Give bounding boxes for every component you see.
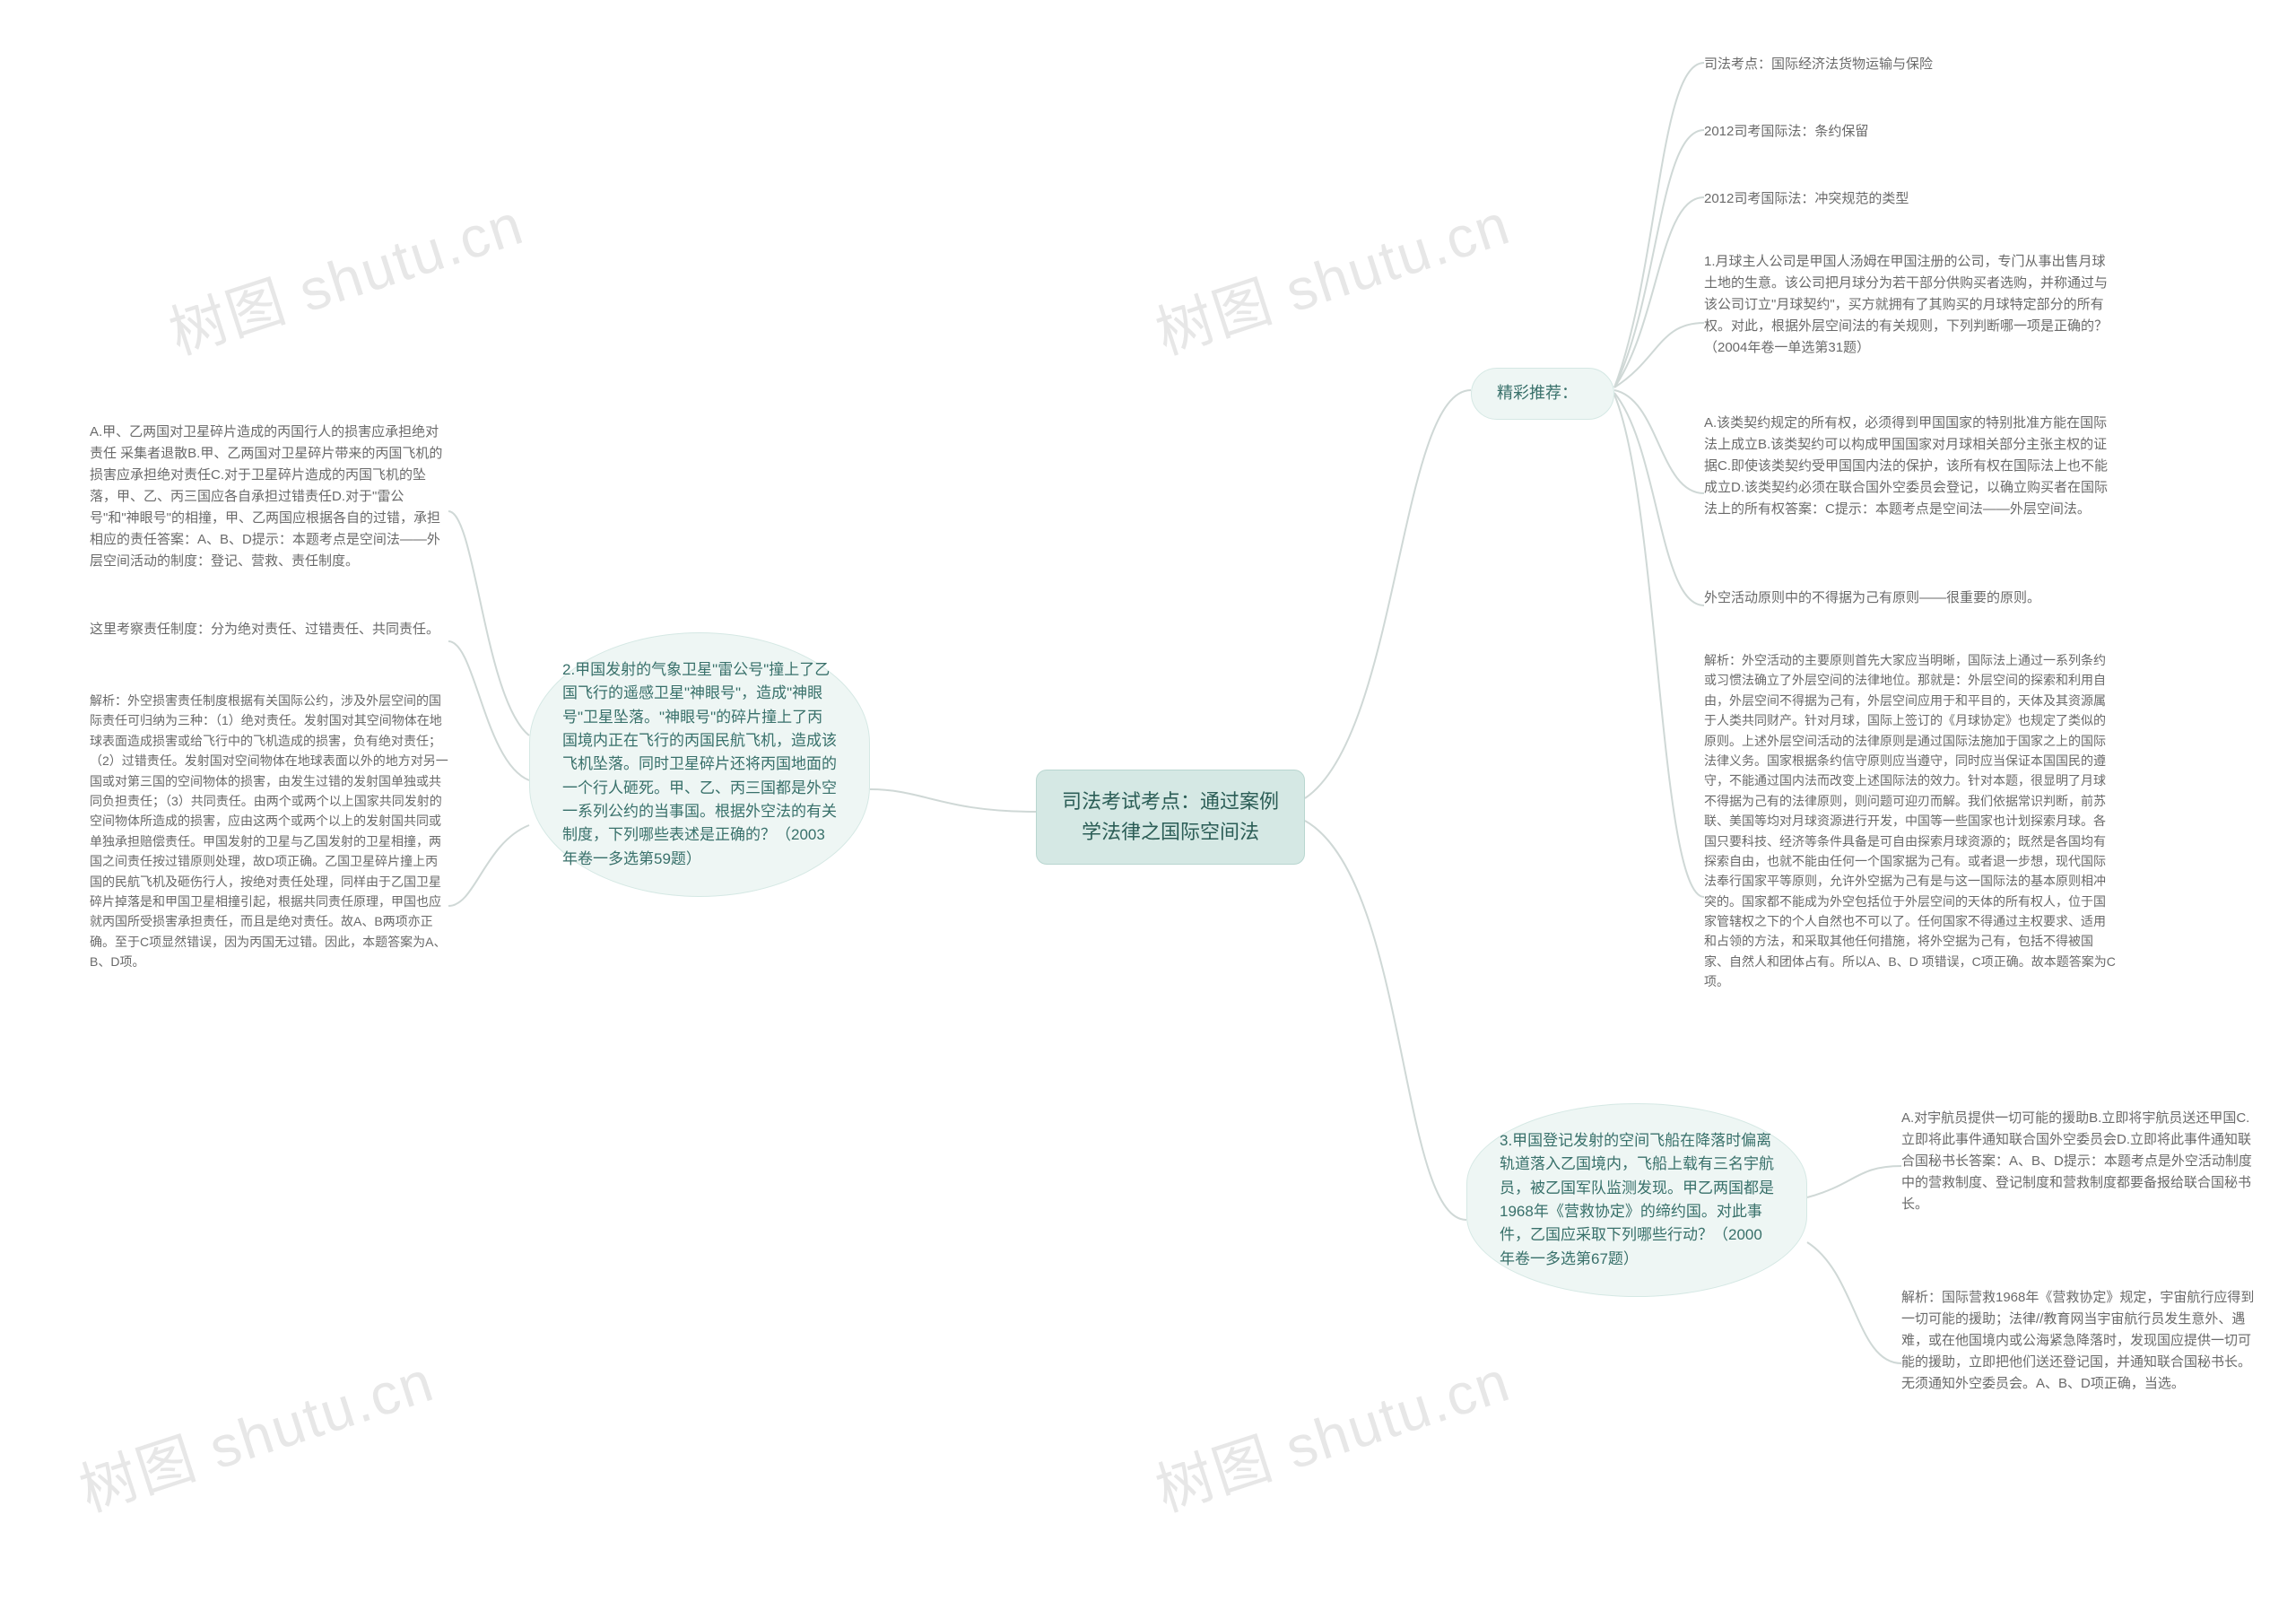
leaf-q2-note-text: 这里考察责任制度：分为绝对责任、过错责任、共同责任。 xyxy=(90,622,439,637)
leaf-rec-5-text: A.该类契约规定的所有权，必须得到甲国国家的特别批准方能在国际法上成立B.该类契… xyxy=(1704,415,2108,517)
watermark: 树图 shutu.cn xyxy=(1144,178,1519,370)
leaf-rec-5: A.该类契约规定的所有权，必须得到甲国国家的特别批准方能在国际法上成立B.该类契… xyxy=(1704,413,2117,520)
connector xyxy=(1614,395,1704,897)
branch-recommend[interactable]: 精彩推荐： xyxy=(1471,368,1614,420)
leaf-rec-2-text: 2012司考国际法：条约保留 xyxy=(1704,124,1868,139)
branch-recommend-text: 精彩推荐： xyxy=(1497,384,1578,402)
connector xyxy=(448,641,529,780)
center-node[interactable]: 司法考试考点：通过案例 学法律之国际空间法 xyxy=(1036,770,1305,865)
leaf-rec-6: 外空活动原则中的不得据为己有原则——很重要的原则。 xyxy=(1704,587,2117,609)
connector xyxy=(1614,390,1704,493)
connector xyxy=(870,789,1036,812)
connector xyxy=(1807,1166,1901,1197)
leaf-q2-options: A.甲、乙两国对卫星碎片造成的丙国行人的损害应承担绝对责任 采集者退散B.甲、乙… xyxy=(90,422,448,572)
watermark: 树图 shutu.cn xyxy=(158,178,533,370)
leaf-rec-6-text: 外空活动原则中的不得据为己有原则——很重要的原则。 xyxy=(1704,590,2040,605)
leaf-q3-analysis-text: 解析：国际营救1968年《营救协定》规定，宇宙航行应得到一切可能的援助；法律//… xyxy=(1901,1290,2254,1391)
connector xyxy=(448,825,529,906)
leaf-rec-2[interactable]: 2012司考国际法：条约保留 xyxy=(1704,121,2117,143)
leaf-q3-options: A.对宇航员提供一切可能的援助B.立即将宇航员送还甲国C.立即将此事件通知联合国… xyxy=(1901,1108,2260,1215)
leaf-q2-note: 这里考察责任制度：分为绝对责任、过错责任、共同责任。 xyxy=(90,619,448,640)
connector xyxy=(1807,1242,1901,1363)
connector xyxy=(1614,323,1704,387)
leaf-q2-analysis: 解析：外空损害责任制度根据有关国际公约，涉及外层空间的国际责任可归纳为三种：（1… xyxy=(90,691,448,971)
leaf-rec-1[interactable]: 司法考点：国际经济法货物运输与保险 xyxy=(1704,54,2117,75)
connector xyxy=(1305,821,1466,1220)
leaf-q2-analysis-text: 解析：外空损害责任制度根据有关国际公约，涉及外层空间的国际责任可归纳为三种：（1… xyxy=(90,693,448,969)
leaf-rec-3[interactable]: 2012司考国际法：冲突规范的类型 xyxy=(1704,188,2117,210)
branch-q2-text: 2.甲国发射的气象卫星"雷公号"撞上了乙国飞行的遥感卫星"神眼号"，造成"神眼号… xyxy=(562,661,837,867)
leaf-rec-4: 1.月球主人公司是甲国人汤姆在甲国注册的公司，专门从事出售月球土地的生意。该公司… xyxy=(1704,251,2117,359)
leaf-q2-options-text: A.甲、乙两国对卫星碎片造成的丙国行人的损害应承担绝对责任 采集者退散B.甲、乙… xyxy=(90,424,442,569)
leaf-rec-7-text: 解析：外空活动的主要原则首先大家应当明晰，国际法上通过一系列条约或习惯法确立了外… xyxy=(1704,653,2116,988)
center-node-text: 司法考试考点：通过案例 学法律之国际空间法 xyxy=(1062,790,1279,843)
leaf-q3-analysis: 解析：国际营救1968年《营救协定》规定，宇宙航行应得到一切可能的援助；法律//… xyxy=(1901,1287,2260,1395)
watermark: 树图 shutu.cn xyxy=(1144,1336,1519,1527)
watermark: 树图 shutu.cn xyxy=(68,1336,443,1527)
connector xyxy=(1614,63,1704,387)
connector xyxy=(1305,390,1471,798)
leaf-rec-7: 解析：外空活动的主要原则首先大家应当明晰，国际法上通过一系列条约或习惯法确立了外… xyxy=(1704,650,2117,992)
leaf-rec-1-text: 司法考点：国际经济法货物运输与保险 xyxy=(1704,57,1933,72)
leaf-q3-options-text: A.对宇航员提供一切可能的援助B.立即将宇航员送还甲国C.立即将此事件通知联合国… xyxy=(1901,1110,2252,1212)
connector xyxy=(1614,130,1704,387)
connector xyxy=(448,511,529,735)
connector xyxy=(1614,197,1704,387)
branch-q3-text: 3.甲国登记发射的空间飞船在降落时偏离轨道落入乙国境内，飞船上载有三名宇航员，被… xyxy=(1500,1132,1774,1267)
connector xyxy=(1614,393,1704,605)
leaf-rec-4-text: 1.月球主人公司是甲国人汤姆在甲国注册的公司，专门从事出售月球土地的生意。该公司… xyxy=(1704,254,2108,355)
branch-q2[interactable]: 2.甲国发射的气象卫星"雷公号"撞上了乙国飞行的遥感卫星"神眼号"，造成"神眼号… xyxy=(529,632,870,897)
branch-q3[interactable]: 3.甲国登记发射的空间飞船在降落时偏离轨道落入乙国境内，飞船上载有三名宇航员，被… xyxy=(1466,1103,1807,1297)
leaf-rec-3-text: 2012司考国际法：冲突规范的类型 xyxy=(1704,191,1909,206)
